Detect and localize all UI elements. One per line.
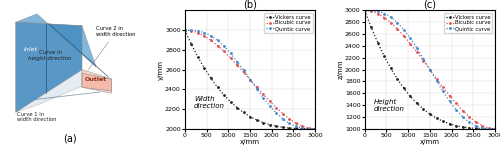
Bicubic curve	[234, 63, 239, 65]
Line: Bicubic curve: Bicubic curve	[364, 9, 496, 130]
X-axis label: x/mm: x/mm	[240, 139, 260, 145]
Line: Vickers curve: Vickers curve	[364, 9, 496, 130]
Quintic curve	[444, 96, 450, 98]
Quintic curve	[414, 46, 420, 48]
Bicubic curve	[276, 109, 282, 111]
Vickers curve	[414, 102, 420, 104]
Vickers curve	[404, 92, 410, 93]
Bicubic curve	[276, 110, 282, 112]
Quintic curve	[378, 11, 384, 13]
Line: Quintic curve: Quintic curve	[364, 9, 496, 130]
Text: Height
direction: Height direction	[374, 99, 405, 112]
Text: Curve 2 in
width direction: Curve 2 in width direction	[88, 26, 136, 70]
Text: Curve in
height direction: Curve in height direction	[28, 50, 72, 61]
Y-axis label: z/mm: z/mm	[338, 60, 344, 79]
Vickers curve	[456, 126, 462, 127]
Text: Curve 1 in
width direction: Curve 1 in width direction	[17, 112, 56, 122]
Vickers curve	[234, 106, 239, 108]
Vickers curve	[198, 61, 203, 62]
Vickers curve	[276, 126, 282, 128]
Quintic curve	[456, 112, 462, 114]
Bicubic curve	[456, 106, 462, 107]
Polygon shape	[16, 14, 96, 67]
Vickers curve	[264, 123, 270, 125]
Vickers curve	[492, 128, 498, 130]
Line: Bicubic curve: Bicubic curve	[184, 29, 316, 130]
X-axis label: x/mm: x/mm	[420, 139, 440, 145]
Quintic curve	[182, 29, 188, 31]
Polygon shape	[16, 22, 82, 112]
Legend: Vickers curve, Bicubic curve, Quintic curve: Vickers curve, Bicubic curve, Quintic cu…	[444, 13, 492, 33]
Quintic curve	[362, 9, 368, 11]
Bicubic curve	[224, 54, 230, 56]
Text: Outlet: Outlet	[84, 77, 106, 82]
Quintic curve	[198, 31, 203, 32]
Y-axis label: y/mm: y/mm	[158, 59, 164, 80]
Quintic curve	[224, 49, 230, 51]
Quintic curve	[264, 101, 270, 103]
Quintic curve	[234, 60, 239, 62]
Quintic curve	[404, 33, 410, 35]
Quintic curve	[456, 112, 462, 114]
Bicubic curve	[492, 128, 498, 130]
Line: Quintic curve: Quintic curve	[184, 29, 316, 130]
Vickers curve	[444, 122, 450, 124]
Quintic curve	[312, 128, 318, 130]
Vickers curve	[276, 126, 282, 128]
Text: Width
direction: Width direction	[194, 96, 225, 109]
Text: (a): (a)	[64, 133, 77, 144]
Vickers curve	[224, 98, 230, 99]
Quintic curve	[276, 115, 282, 117]
Line: Vickers curve: Vickers curve	[184, 29, 316, 130]
Vickers curve	[312, 128, 318, 130]
Bicubic curve	[414, 50, 420, 52]
Legend: Vickers curve, Bicubic curve, Quintic curve: Vickers curve, Bicubic curve, Quintic cu…	[264, 13, 312, 33]
Polygon shape	[82, 70, 112, 93]
Quintic curve	[492, 128, 498, 130]
Bicubic curve	[404, 39, 410, 41]
Bicubic curve	[378, 14, 384, 16]
Vickers curve	[362, 9, 368, 11]
Vickers curve	[378, 47, 384, 49]
Vickers curve	[456, 125, 462, 127]
Vickers curve	[182, 29, 188, 31]
Bicubic curve	[444, 91, 450, 93]
Text: Inlet: Inlet	[24, 47, 38, 52]
Bicubic curve	[182, 29, 188, 31]
Bicubic curve	[264, 97, 270, 99]
Quintic curve	[276, 115, 282, 116]
Polygon shape	[82, 73, 112, 91]
Bicubic curve	[198, 33, 203, 35]
Bicubic curve	[456, 106, 462, 108]
Title: (c): (c)	[424, 0, 436, 10]
Bicubic curve	[312, 128, 318, 130]
Title: (b): (b)	[243, 0, 257, 10]
Polygon shape	[16, 70, 82, 112]
Bicubic curve	[362, 9, 368, 11]
